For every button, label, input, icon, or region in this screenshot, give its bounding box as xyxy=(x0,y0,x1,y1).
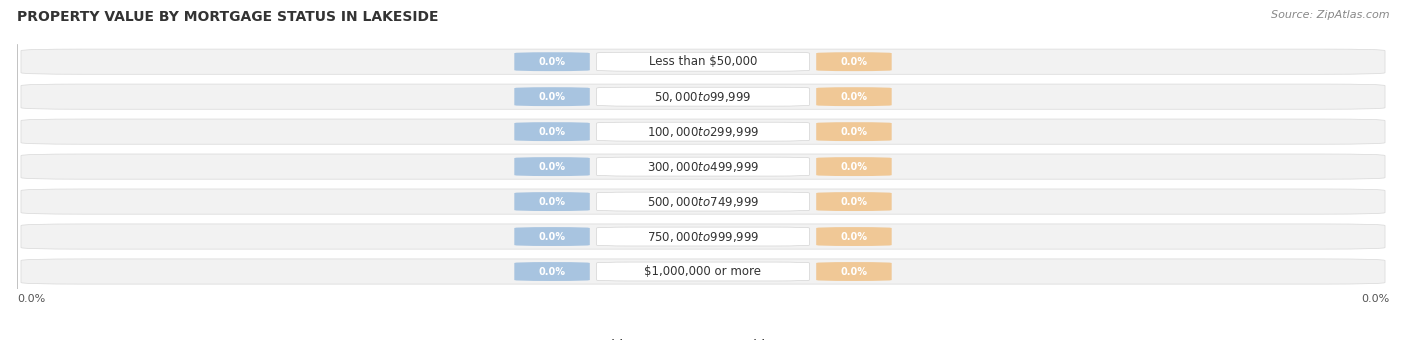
Text: $50,000 to $99,999: $50,000 to $99,999 xyxy=(654,90,752,104)
FancyBboxPatch shape xyxy=(596,87,810,106)
FancyBboxPatch shape xyxy=(515,157,589,176)
FancyBboxPatch shape xyxy=(817,192,891,211)
FancyBboxPatch shape xyxy=(596,227,810,246)
FancyBboxPatch shape xyxy=(596,122,810,141)
Text: 0.0%: 0.0% xyxy=(1361,294,1389,304)
FancyBboxPatch shape xyxy=(21,154,1385,179)
Text: 0.0%: 0.0% xyxy=(538,92,565,102)
FancyBboxPatch shape xyxy=(21,259,1385,284)
FancyBboxPatch shape xyxy=(21,224,1385,249)
Text: 0.0%: 0.0% xyxy=(538,57,565,67)
Text: 0.0%: 0.0% xyxy=(538,126,565,137)
FancyBboxPatch shape xyxy=(515,52,589,71)
Text: $1,000,000 or more: $1,000,000 or more xyxy=(644,265,762,278)
FancyBboxPatch shape xyxy=(515,122,589,141)
FancyBboxPatch shape xyxy=(515,262,589,281)
Text: PROPERTY VALUE BY MORTGAGE STATUS IN LAKESIDE: PROPERTY VALUE BY MORTGAGE STATUS IN LAK… xyxy=(17,10,439,24)
Text: 0.0%: 0.0% xyxy=(538,267,565,276)
FancyBboxPatch shape xyxy=(817,157,891,176)
FancyBboxPatch shape xyxy=(21,84,1385,109)
Text: 0.0%: 0.0% xyxy=(538,197,565,207)
FancyBboxPatch shape xyxy=(817,122,891,141)
Text: 0.0%: 0.0% xyxy=(538,232,565,241)
FancyBboxPatch shape xyxy=(515,227,589,246)
Text: 0.0%: 0.0% xyxy=(841,197,868,207)
FancyBboxPatch shape xyxy=(596,157,810,176)
Text: 0.0%: 0.0% xyxy=(841,162,868,172)
FancyBboxPatch shape xyxy=(596,262,810,281)
FancyBboxPatch shape xyxy=(21,49,1385,74)
Text: $500,000 to $749,999: $500,000 to $749,999 xyxy=(647,194,759,208)
Text: $100,000 to $299,999: $100,000 to $299,999 xyxy=(647,125,759,139)
Text: Source: ZipAtlas.com: Source: ZipAtlas.com xyxy=(1271,10,1389,20)
FancyBboxPatch shape xyxy=(596,192,810,211)
FancyBboxPatch shape xyxy=(817,87,891,106)
Legend: Without Mortgage, With Mortgage: Without Mortgage, With Mortgage xyxy=(576,339,830,340)
FancyBboxPatch shape xyxy=(596,52,810,71)
FancyBboxPatch shape xyxy=(21,189,1385,214)
FancyBboxPatch shape xyxy=(817,52,891,71)
FancyBboxPatch shape xyxy=(817,262,891,281)
FancyBboxPatch shape xyxy=(515,87,589,106)
Text: 0.0%: 0.0% xyxy=(841,57,868,67)
Text: $300,000 to $499,999: $300,000 to $499,999 xyxy=(647,159,759,174)
Text: 0.0%: 0.0% xyxy=(841,92,868,102)
Text: 0.0%: 0.0% xyxy=(841,267,868,276)
Text: $750,000 to $999,999: $750,000 to $999,999 xyxy=(647,230,759,243)
FancyBboxPatch shape xyxy=(817,227,891,246)
FancyBboxPatch shape xyxy=(515,192,589,211)
Text: 0.0%: 0.0% xyxy=(538,162,565,172)
Text: 0.0%: 0.0% xyxy=(841,232,868,241)
FancyBboxPatch shape xyxy=(21,119,1385,144)
Text: Less than $50,000: Less than $50,000 xyxy=(648,55,758,68)
Text: 0.0%: 0.0% xyxy=(17,294,45,304)
Text: 0.0%: 0.0% xyxy=(841,126,868,137)
